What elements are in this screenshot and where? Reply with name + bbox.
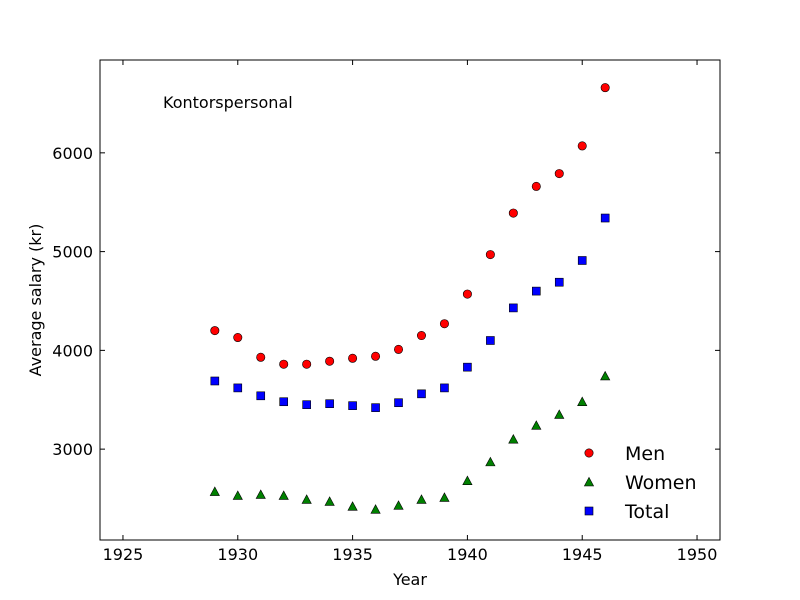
y-tick-label: 6000 [52,144,93,163]
data-points [209,83,611,514]
y-axis-label: Average salary (kr) [26,224,45,377]
legend-label-men: Men [625,443,665,465]
data-point-total [348,401,357,410]
x-axis-label: Year [392,570,427,589]
data-point-total [325,399,334,409]
data-point-total [210,376,220,386]
data-point-women [462,475,473,485]
x-tick-label: 1945 [562,545,603,564]
series-total [210,213,610,412]
data-point-women [347,501,358,511]
data-point-total [302,400,311,409]
data-point-men [508,208,518,218]
data-point-women [485,456,496,467]
data-point-total [463,362,472,372]
data-point-total [394,398,403,408]
data-point-men [302,359,312,369]
data-point-women [577,396,588,406]
legend-item-total: Total [584,501,669,523]
legend-label-women: Women [625,472,697,494]
data-point-men [416,331,426,341]
data-point-men [462,289,472,299]
data-point-total [417,389,426,399]
x-tick-label: 1950 [677,545,718,564]
data-point-women [255,489,266,499]
legend: Men Women Total [583,443,697,523]
data-point-men [600,83,610,93]
legend-item-men: Men [584,443,665,465]
data-point-men [394,344,404,354]
data-point-men [577,141,587,151]
data-point-women [209,486,220,496]
data-point-women [370,504,381,514]
y-tick-label: 5000 [52,243,93,262]
legend-marker-men [584,448,594,458]
data-point-total [371,403,380,412]
data-point-total [256,391,266,401]
data-point-women [301,494,312,504]
series-men [210,83,610,369]
legend-marker-total [584,506,594,516]
data-point-total [554,277,564,287]
data-point-total [233,383,243,393]
data-point-men [279,359,289,369]
data-point-men [325,356,335,366]
data-point-women [324,496,335,506]
data-point-women [416,494,427,504]
data-point-women [508,434,519,444]
y-tick-label: 3000 [52,440,93,459]
data-point-total [440,383,449,393]
data-point-total [600,213,610,223]
legend-item-women: Women [583,472,697,494]
annotation-label: Kontorspersonal [163,93,293,112]
data-point-women [393,500,404,510]
x-tick-label: 1935 [332,545,373,564]
data-point-total [577,256,587,265]
data-point-men [531,181,541,191]
data-point-women [554,409,565,419]
data-point-men [348,353,358,363]
data-point-women [439,492,450,502]
plot-frame [99,59,721,541]
data-point-men [233,333,243,343]
legend-label-total: Total [624,501,669,523]
y-tick-label: 4000 [52,341,93,360]
x-tick-label: 1940 [447,545,488,564]
data-point-women [278,490,289,500]
data-point-women [232,490,243,500]
data-point-men [256,352,266,362]
x-tick-label: 1925 [103,545,144,564]
data-point-men [371,351,381,361]
data-point-women [531,420,542,430]
x-tick-label: 1930 [217,545,258,564]
data-point-women [600,370,611,381]
data-point-total [531,286,541,296]
plot-area [100,60,720,540]
data-point-total [279,397,289,407]
data-point-men [554,169,564,179]
legend-marker-women [583,476,595,487]
data-point-men [439,319,449,329]
axis-ticks: 1925 1930 1935 1940 1945 1950 3000 4000 5000 6000 [52,60,720,564]
data-point-men [210,326,220,336]
data-point-total [509,303,518,313]
series-women [209,370,611,514]
data-point-total [486,336,495,345]
data-point-men [485,250,495,260]
